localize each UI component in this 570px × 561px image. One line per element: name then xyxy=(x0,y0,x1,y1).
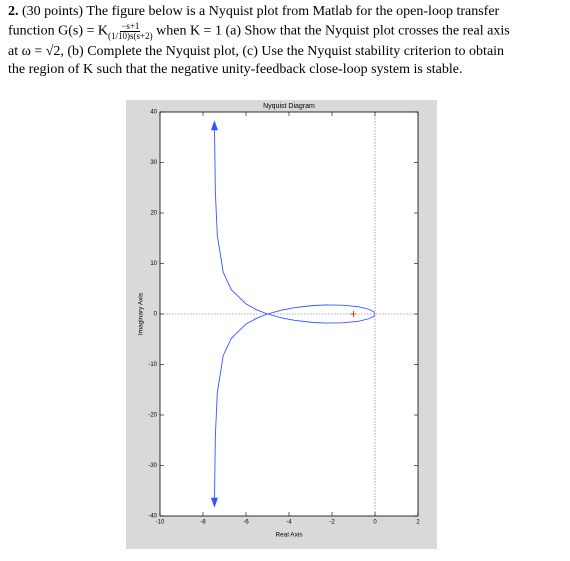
x-tick-label: -6 xyxy=(243,520,249,526)
fraction: −s+1 (1/10)s(s+2) xyxy=(108,22,153,41)
x-tick-label: 2 xyxy=(416,520,420,526)
y-tick-label: -10 xyxy=(148,362,157,368)
y-tick-label: -40 xyxy=(148,514,157,520)
points: (30 points) xyxy=(22,4,84,19)
text: when K = 1 (a) Show that the Nyquist plo… xyxy=(156,23,510,39)
denominator: (1/10)s(s+2) xyxy=(108,31,153,41)
text: The figure below is a Nyquist plot from … xyxy=(86,4,500,19)
nyquist-curve xyxy=(213,304,376,506)
x-tick-label: -10 xyxy=(156,520,165,526)
question-line: the region of K such that the negative u… xyxy=(8,62,462,78)
y-tick-label: 30 xyxy=(150,160,157,166)
y-tick-label: 10 xyxy=(150,261,157,267)
y-tick-label: -30 xyxy=(148,463,157,469)
x-tick-label: -4 xyxy=(286,520,292,526)
y-tick-label: 0 xyxy=(154,312,158,318)
y-tick-label: 40 xyxy=(150,110,157,116)
question-number: 2. xyxy=(8,4,19,19)
numerator: −s+1 xyxy=(120,21,141,32)
nyquist-curve xyxy=(213,122,376,324)
y-tick-label: 20 xyxy=(150,211,157,217)
question-line: at ω = √2, (b) Complete the Nyquist plot… xyxy=(8,44,504,60)
x-tick-label: 0 xyxy=(373,520,377,526)
y-axis-label: Imaginary Axis xyxy=(138,292,145,335)
direction-arrow xyxy=(210,120,218,131)
question-line: 2. (30 points) The figure below is a Nyq… xyxy=(8,4,499,20)
text: at ω = √2, (b) Complete the Nyquist plot… xyxy=(8,44,505,59)
x-tick-label: -2 xyxy=(329,520,335,526)
text: the region of K such that the negative u… xyxy=(8,62,463,77)
direction-arrow xyxy=(210,497,218,508)
text: function G(s) = K xyxy=(8,23,109,39)
chart-title: Nyquist Diagram xyxy=(263,103,315,110)
critical-point xyxy=(350,311,357,317)
y-tick-label: -20 xyxy=(148,413,157,419)
x-axis-label: Real Axis xyxy=(275,532,303,539)
question-line: function G(s) = K −s+1 (1/10)s(s+2) when K… xyxy=(8,22,510,41)
x-tick-label: -8 xyxy=(200,520,206,526)
